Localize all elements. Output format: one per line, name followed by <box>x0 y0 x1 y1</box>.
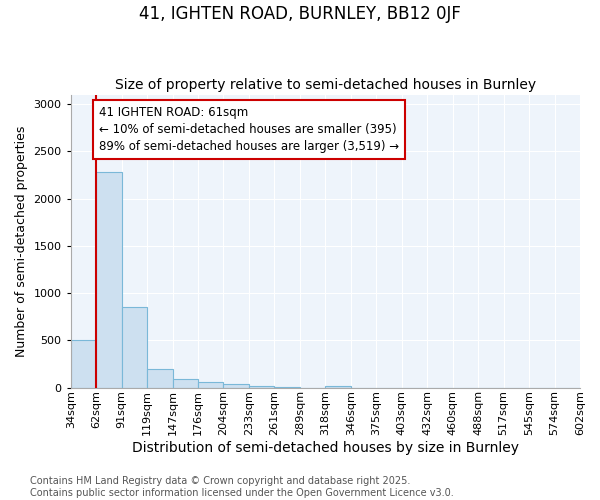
X-axis label: Distribution of semi-detached houses by size in Burnley: Distribution of semi-detached houses by … <box>132 441 519 455</box>
Bar <box>173 379 198 388</box>
Bar <box>223 384 249 388</box>
Text: 41 IGHTEN ROAD: 61sqm
← 10% of semi-detached houses are smaller (395)
89% of sem: 41 IGHTEN ROAD: 61sqm ← 10% of semi-deta… <box>99 106 399 153</box>
Text: Contains HM Land Registry data © Crown copyright and database right 2025.
Contai: Contains HM Land Registry data © Crown c… <box>30 476 454 498</box>
Bar <box>249 386 274 388</box>
Bar <box>198 382 223 388</box>
Y-axis label: Number of semi-detached properties: Number of semi-detached properties <box>15 126 28 356</box>
Bar <box>147 368 173 388</box>
Bar <box>274 387 300 388</box>
Bar <box>71 340 96 388</box>
Bar <box>96 172 122 388</box>
Bar <box>325 386 351 388</box>
Title: Size of property relative to semi-detached houses in Burnley: Size of property relative to semi-detach… <box>115 78 536 92</box>
Bar <box>122 307 147 388</box>
Text: 41, IGHTEN ROAD, BURNLEY, BB12 0JF: 41, IGHTEN ROAD, BURNLEY, BB12 0JF <box>139 5 461 23</box>
